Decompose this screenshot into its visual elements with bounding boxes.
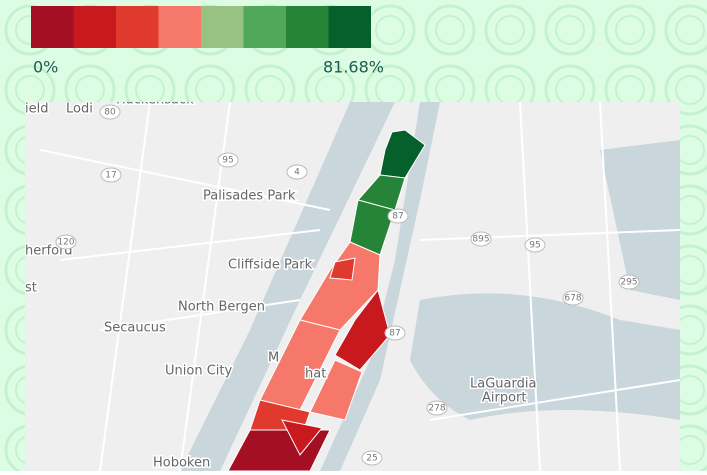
place-label: Palisades Park xyxy=(203,189,296,204)
road-shield-label: 678 xyxy=(564,294,581,304)
legend-swatch xyxy=(158,6,201,48)
place-label: hat xyxy=(305,367,326,382)
road-shield-label: 95 xyxy=(529,241,540,251)
place-label: LaGuardia xyxy=(470,377,536,392)
legend xyxy=(31,6,371,48)
place-label: ield xyxy=(25,102,48,117)
road-shield xyxy=(99,104,121,120)
road-shield-label: 95 xyxy=(222,156,233,166)
place-label: Hackensack xyxy=(116,93,194,108)
map: Lodi Hackensack ield Palisades Park Cliffsid… xyxy=(25,93,680,471)
road-shield xyxy=(562,290,584,306)
road-shield-label: 4 xyxy=(294,168,300,178)
road-shield xyxy=(55,234,77,250)
hudson-river xyxy=(180,102,395,471)
place-label: Hoboken xyxy=(153,456,210,471)
legend-swatch xyxy=(328,6,371,48)
legend-max: 81.68% xyxy=(323,58,384,77)
legend-swatch xyxy=(201,6,244,48)
road-shield-label: 17 xyxy=(105,171,116,181)
road-shield-label: 295 xyxy=(620,278,637,288)
legend-min: 0% xyxy=(33,58,58,77)
legend-swatch xyxy=(243,6,286,48)
place-label: North Bergen xyxy=(178,300,265,315)
road-shield xyxy=(361,450,383,466)
road-shield-label: 278 xyxy=(428,404,445,414)
place-label: M xyxy=(268,351,279,366)
east-river xyxy=(320,102,440,471)
road-shield xyxy=(470,231,492,247)
bay xyxy=(600,140,680,300)
road-shield xyxy=(387,208,409,224)
tracts xyxy=(227,129,426,471)
road-shield xyxy=(384,325,406,341)
legend-swatch xyxy=(286,6,329,48)
road-shield xyxy=(100,167,122,183)
road-shield xyxy=(426,400,448,416)
road-shield-label: 80 xyxy=(104,108,116,118)
road-shield-label: 25 xyxy=(366,454,377,464)
road-shield-label: 895 xyxy=(472,235,489,245)
legend-swatch xyxy=(73,6,116,48)
place-label: Secaucus xyxy=(104,321,166,336)
place-label: Airport xyxy=(482,391,527,406)
place-label: Cliffside Park xyxy=(228,258,313,273)
legend-swatch xyxy=(31,6,74,48)
road-shield-label: 120 xyxy=(57,238,74,248)
road-shield xyxy=(286,164,308,180)
place-label: Union City xyxy=(165,364,232,379)
legend-swatch xyxy=(116,6,159,48)
road-shield xyxy=(217,152,239,168)
road-shield xyxy=(618,274,640,290)
road-shield xyxy=(524,237,546,253)
place-label: st xyxy=(25,281,37,296)
place-label: Lodi xyxy=(66,102,93,117)
road-shield-label: 87 xyxy=(389,329,400,339)
road-shield-label: 87 xyxy=(392,212,403,222)
